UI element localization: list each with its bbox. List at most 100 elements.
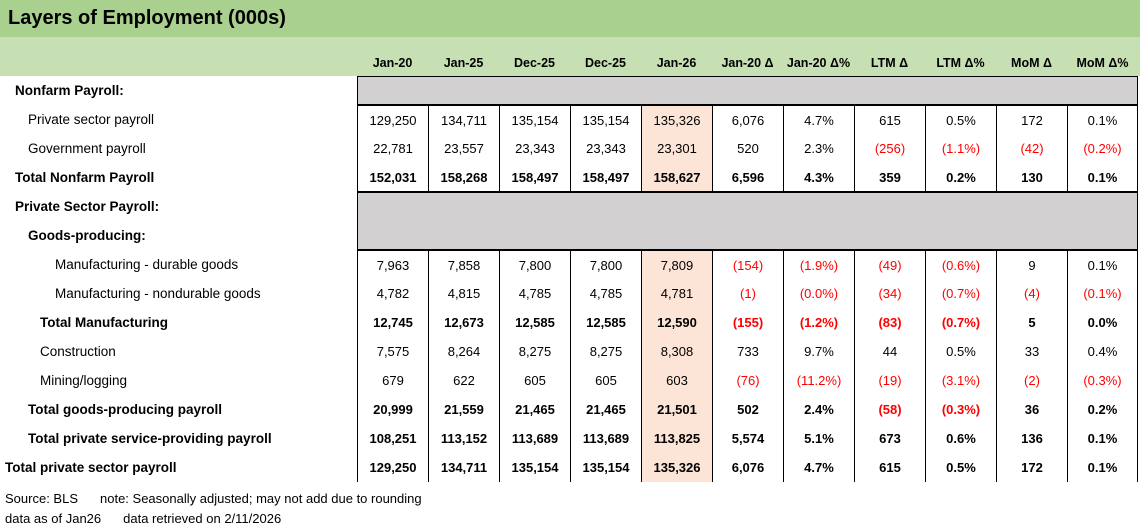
value-cell: 158,627 <box>641 163 712 192</box>
value-region: 129,250 134,711 135,154 135,154 135,326 6,076… <box>357 453 1138 482</box>
value-cell: 158,497 <box>499 163 570 192</box>
value-cell: 615 <box>854 105 925 134</box>
value-cell: 113,689 <box>570 424 641 453</box>
value-cell: 129,250 <box>357 105 428 134</box>
value-cell: 21,465 <box>499 395 570 424</box>
value-cell: 5,574 <box>712 424 783 453</box>
value-cell: (4) <box>996 279 1067 308</box>
value-cell: 0.5% <box>925 453 996 482</box>
row-label: Government payroll <box>28 141 146 156</box>
table-footer: Source: BLS note: Seasonally adjusted; m… <box>0 482 1140 528</box>
row-label: Manufacturing - nondurable goods <box>55 286 261 301</box>
value-cell: 5.1% <box>783 424 854 453</box>
value-cell: 129,250 <box>357 453 428 482</box>
row-label: Mining/logging <box>40 373 128 388</box>
row-label: Private Sector Payroll: <box>15 199 160 214</box>
table-row: Goods-producing: <box>0 221 1140 250</box>
value-cell: 0.1% <box>1067 105 1138 134</box>
table-row: Total Manufacturing 12,745 12,673 12,585 12,… <box>0 308 1140 337</box>
value-cell: 7,800 <box>570 250 641 279</box>
value-cell: 152,031 <box>357 163 428 192</box>
footer-as-of: data as of Jan26 <box>5 510 102 526</box>
table-row: Nonfarm Payroll: <box>0 76 1140 105</box>
value-cell: 2.4% <box>783 395 854 424</box>
value-cell: 0.1% <box>1067 424 1138 453</box>
column-header: Dec-25 <box>514 56 555 70</box>
value-cell: 7,809 <box>641 250 712 279</box>
value-cell: 4,782 <box>357 279 428 308</box>
value-cell: 4,785 <box>499 279 570 308</box>
value-cell: 36 <box>996 395 1067 424</box>
table-row: Total private sector payroll 129,250 134,7… <box>0 453 1140 482</box>
column-header: MoM Δ <box>1011 56 1052 70</box>
value-cell: 6,076 <box>712 453 783 482</box>
value-cell: (154) <box>712 250 783 279</box>
value-cell: 359 <box>854 163 925 192</box>
title-band: Layers of Employment (000s) <box>0 0 1140 37</box>
value-cell: 172 <box>996 453 1067 482</box>
value-region: 20,999 21,559 21,465 21,465 21,501 502 2.4% (58… <box>357 395 1138 424</box>
value-cell: 8,264 <box>428 337 499 366</box>
employment-table: Nonfarm Payroll: Private sector payroll 12… <box>0 76 1140 482</box>
value-cell: 603 <box>641 366 712 395</box>
value-cell: 6,076 <box>712 105 783 134</box>
value-cell: 134,711 <box>428 105 499 134</box>
value-region: 4,782 4,815 4,785 4,785 4,781 (1) (0.0%) (34) (0… <box>357 279 1138 308</box>
value-cell: 113,152 <box>428 424 499 453</box>
row-label: Private sector payroll <box>28 112 155 127</box>
footer-line-2: data as of Jan26 data retrieved on 2/11/… <box>5 508 1140 528</box>
value-cell: 130 <box>996 163 1067 192</box>
value-cell: 605 <box>499 366 570 395</box>
value-cell: 0.4% <box>1067 337 1138 366</box>
value-cell: 135,326 <box>641 105 712 134</box>
value-cell: 5 <box>996 308 1067 337</box>
value-cell: 135,154 <box>570 453 641 482</box>
table-row: Manufacturing - nondurable goods 4,782 4,8… <box>0 279 1140 308</box>
row-label: Construction <box>40 344 116 359</box>
section-band <box>357 221 1138 250</box>
value-cell: 7,858 <box>428 250 499 279</box>
value-cell: 0.1% <box>1067 250 1138 279</box>
value-cell: (11.2%) <box>783 366 854 395</box>
value-cell: 0.2% <box>925 163 996 192</box>
value-cell: 9 <box>996 250 1067 279</box>
value-cell: 134,711 <box>428 453 499 482</box>
value-cell: 2.3% <box>783 134 854 163</box>
value-cell: (0.6%) <box>925 250 996 279</box>
value-cell: 158,268 <box>428 163 499 192</box>
value-cell: 113,825 <box>641 424 712 453</box>
footer-retrieved: data retrieved on 2/11/2026 <box>123 510 282 526</box>
value-cell: (0.7%) <box>925 279 996 308</box>
value-cell: 0.1% <box>1067 453 1138 482</box>
value-cell: 172 <box>996 105 1067 134</box>
value-cell: 23,301 <box>641 134 712 163</box>
value-cell: 4,785 <box>570 279 641 308</box>
value-cell: (0.3%) <box>1067 366 1138 395</box>
row-label: Total private service-providing payroll <box>28 431 272 446</box>
column-header: LTM Δ% <box>936 56 985 70</box>
value-cell: 4,781 <box>641 279 712 308</box>
value-cell: 21,501 <box>641 395 712 424</box>
table-row: Manufacturing - durable goods 7,963 7,858 7… <box>0 250 1140 279</box>
value-region: 22,781 23,557 23,343 23,343 23,301 520 2.3% (25… <box>357 134 1138 163</box>
value-cell: (155) <box>712 308 783 337</box>
value-cell: (3.1%) <box>925 366 996 395</box>
column-header: Jan-20 Δ <box>721 56 774 70</box>
value-cell: 21,465 <box>570 395 641 424</box>
value-cell: (0.7%) <box>925 308 996 337</box>
value-cell: 615 <box>854 453 925 482</box>
value-cell: (0.2%) <box>1067 134 1138 163</box>
value-cell: 8,275 <box>499 337 570 366</box>
value-cell: 22,781 <box>357 134 428 163</box>
value-cell: (34) <box>854 279 925 308</box>
column-header: Jan-20 Δ% <box>786 56 851 70</box>
value-cell: 136 <box>996 424 1067 453</box>
value-cell: 8,308 <box>641 337 712 366</box>
value-cell: 0.5% <box>925 337 996 366</box>
value-cell: 7,575 <box>357 337 428 366</box>
column-header: Dec-25 <box>585 56 626 70</box>
footer-source: Source: BLS <box>5 490 78 506</box>
row-label: Total private sector payroll <box>5 460 177 475</box>
value-cell: 622 <box>428 366 499 395</box>
footer-line-1: Source: BLS note: Seasonally adjusted; m… <box>5 488 1140 508</box>
